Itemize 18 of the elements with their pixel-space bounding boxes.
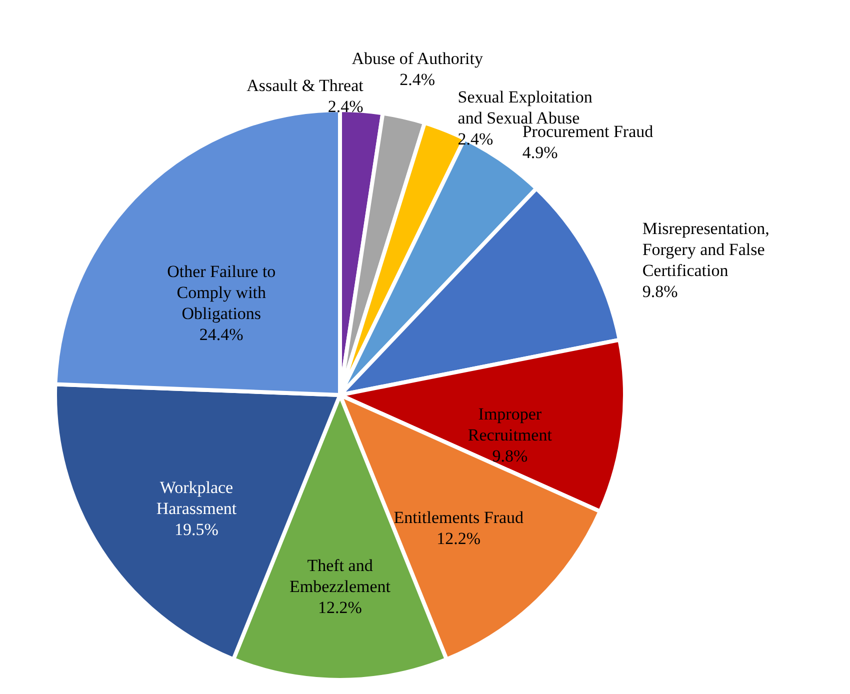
slice-label: Other Failure to Comply with Obligations (167, 262, 276, 323)
data-label: 12.2% (318, 598, 362, 617)
data-label: 2.4% (400, 70, 436, 89)
data-label: 4.9% (522, 143, 558, 162)
slice-label: Improper Recruitment (468, 404, 552, 444)
slice-label: Workplace Harassment (156, 478, 237, 518)
data-label: 9.8% (642, 282, 678, 301)
slice-label: Assault & Threat (246, 76, 364, 95)
data-label: 19.5% (174, 520, 218, 539)
data-label: 2.4% (458, 129, 494, 148)
slice-label: Abuse of Authority (352, 48, 484, 68)
data-label: 24.4% (199, 324, 244, 344)
slice-label: Theft and Embezzlement (289, 556, 391, 596)
slice-label: Entitlements Fraud (394, 508, 524, 528)
data-label: 12.2% (436, 529, 481, 548)
data-label: 9.8% (492, 446, 528, 466)
slice-label: Misrepresentation, Forgery and False Certification (642, 218, 770, 280)
data-label: 2.4% (328, 96, 364, 116)
